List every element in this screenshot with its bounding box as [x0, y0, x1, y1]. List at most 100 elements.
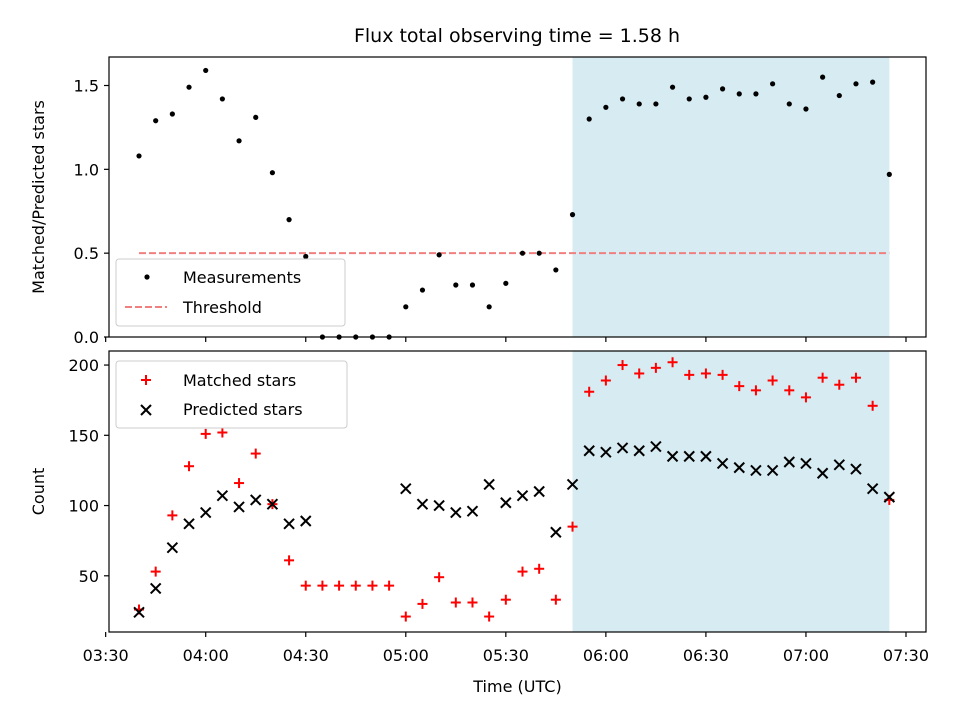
- measurement-point: [836, 92, 842, 99]
- predicted-star-marker: [266, 498, 279, 510]
- matched-star-marker: [767, 375, 778, 386]
- matched-star-marker: [684, 369, 695, 380]
- y-axis-label: Count: [29, 468, 48, 516]
- x-tick-label: 05:00: [383, 646, 429, 665]
- predicted-star-marker: [816, 467, 829, 479]
- matched-star-marker: [284, 555, 295, 566]
- predicted-star-marker: [733, 461, 745, 474]
- legend-box: Matched stars Predicted stars: [115, 360, 348, 429]
- plot-frame: [108, 350, 927, 633]
- x-tick-label: 07:00: [783, 646, 829, 665]
- x-tick-label: 03:30: [83, 646, 129, 665]
- measurement-point: [303, 253, 309, 260]
- measurement-point: [636, 101, 642, 107]
- predicted-star-marker: [149, 582, 162, 595]
- x-tick-label: 06:30: [683, 646, 729, 665]
- matched-star-marker: [300, 580, 311, 591]
- measurement-point: [703, 94, 709, 100]
- measurement-point: [436, 252, 442, 258]
- predicted-star-marker: [416, 498, 429, 510]
- measurement-point: [153, 118, 159, 124]
- predicted-star-marker: [616, 442, 629, 454]
- matched-star-marker: [217, 427, 228, 438]
- x-tick-label: 07:30: [883, 646, 929, 665]
- predicted-star-marker: [233, 501, 245, 513]
- matched-star-marker: [634, 368, 645, 379]
- matched-star-marker: [700, 368, 711, 379]
- matched-star-marker: [567, 521, 578, 532]
- matched-star-marker: [734, 381, 745, 392]
- matched-star-marker: [234, 478, 245, 489]
- measurement-point: [486, 304, 492, 310]
- matched-star-marker: [667, 357, 678, 368]
- x-tick-label: 05:30: [483, 646, 529, 665]
- predicted-star-marker: [750, 464, 762, 477]
- measurement-point: [519, 250, 526, 256]
- matched-star-marker: [650, 362, 661, 373]
- y-tick-label: 50: [79, 567, 99, 586]
- measurement-point: [286, 217, 292, 223]
- plot-frame: [108, 56, 927, 338]
- predicted-star-marker: [133, 606, 145, 619]
- matched-star-marker: [167, 510, 178, 521]
- measurement-point: [870, 79, 876, 85]
- matched-star-marker: [717, 369, 728, 380]
- matched-star-marker: [417, 598, 428, 609]
- predicted-star-marker: [683, 450, 695, 463]
- predicted-star-marker: [250, 494, 262, 506]
- measurement-point: [503, 280, 509, 286]
- legend-matched-marker: [141, 375, 151, 385]
- matched-star-marker: [784, 385, 795, 396]
- matched-star-marker: [817, 372, 828, 383]
- predicted-star-marker: [199, 506, 212, 519]
- predicted-star-marker: [666, 450, 679, 463]
- matched-star-marker: [617, 360, 628, 371]
- x-axis-label: Time (UTC): [472, 677, 561, 696]
- matched-star-marker: [400, 611, 411, 622]
- predicted-star-marker: [650, 440, 662, 453]
- predicted-star-marker: [766, 464, 779, 477]
- y-tick-label: 200: [68, 356, 99, 375]
- predicted-star-marker: [566, 478, 579, 491]
- matched-star-marker: [450, 597, 461, 608]
- matched-star-marker: [517, 566, 528, 577]
- measurement-point: [469, 282, 476, 288]
- shaded-window: [572, 351, 890, 632]
- matched-star-marker: [467, 597, 478, 608]
- x-tick-label: 04:00: [183, 646, 229, 665]
- matched-star-marker: [184, 461, 195, 472]
- legend-label: Matched stars: [183, 371, 296, 390]
- measurement-point: [403, 304, 409, 310]
- predicted-star-marker: [166, 541, 179, 554]
- predicted-star-marker: [450, 506, 462, 519]
- matched-star-marker: [750, 385, 761, 396]
- legend-label: Predicted stars: [183, 400, 303, 419]
- predicted-star-marker: [533, 485, 545, 498]
- y-tick-label: 100: [68, 497, 99, 516]
- chart-title: Flux total observing time = 1.58 h: [354, 25, 680, 47]
- predicted-star-marker: [633, 445, 645, 457]
- measurement-point: [269, 170, 275, 176]
- matched-star-marker: [200, 428, 211, 439]
- x-tick-label: 04:30: [283, 646, 329, 665]
- measurement-point: [186, 84, 192, 90]
- predicted-star-marker: [883, 491, 896, 503]
- legend-label: Threshold: [182, 298, 262, 317]
- measurement-point: [770, 81, 776, 87]
- predicted-star-marker: [400, 482, 412, 495]
- matched-star-marker: [850, 372, 861, 383]
- measurement-point: [136, 153, 142, 159]
- matched-star-marker: [550, 594, 561, 605]
- matched-star-marker: [600, 375, 611, 386]
- matched-star-marker: [350, 580, 361, 591]
- y-tick-label: 150: [68, 426, 99, 445]
- measurement-point: [453, 282, 459, 288]
- predicted-star-marker: [283, 518, 295, 530]
- measurement-point: [803, 106, 809, 112]
- matched-star-marker: [834, 379, 845, 390]
- measurement-point: [586, 116, 592, 122]
- legend-predicted-marker: [140, 404, 152, 416]
- predicted-star-marker: [583, 445, 595, 457]
- predicted-star-marker: [600, 446, 612, 458]
